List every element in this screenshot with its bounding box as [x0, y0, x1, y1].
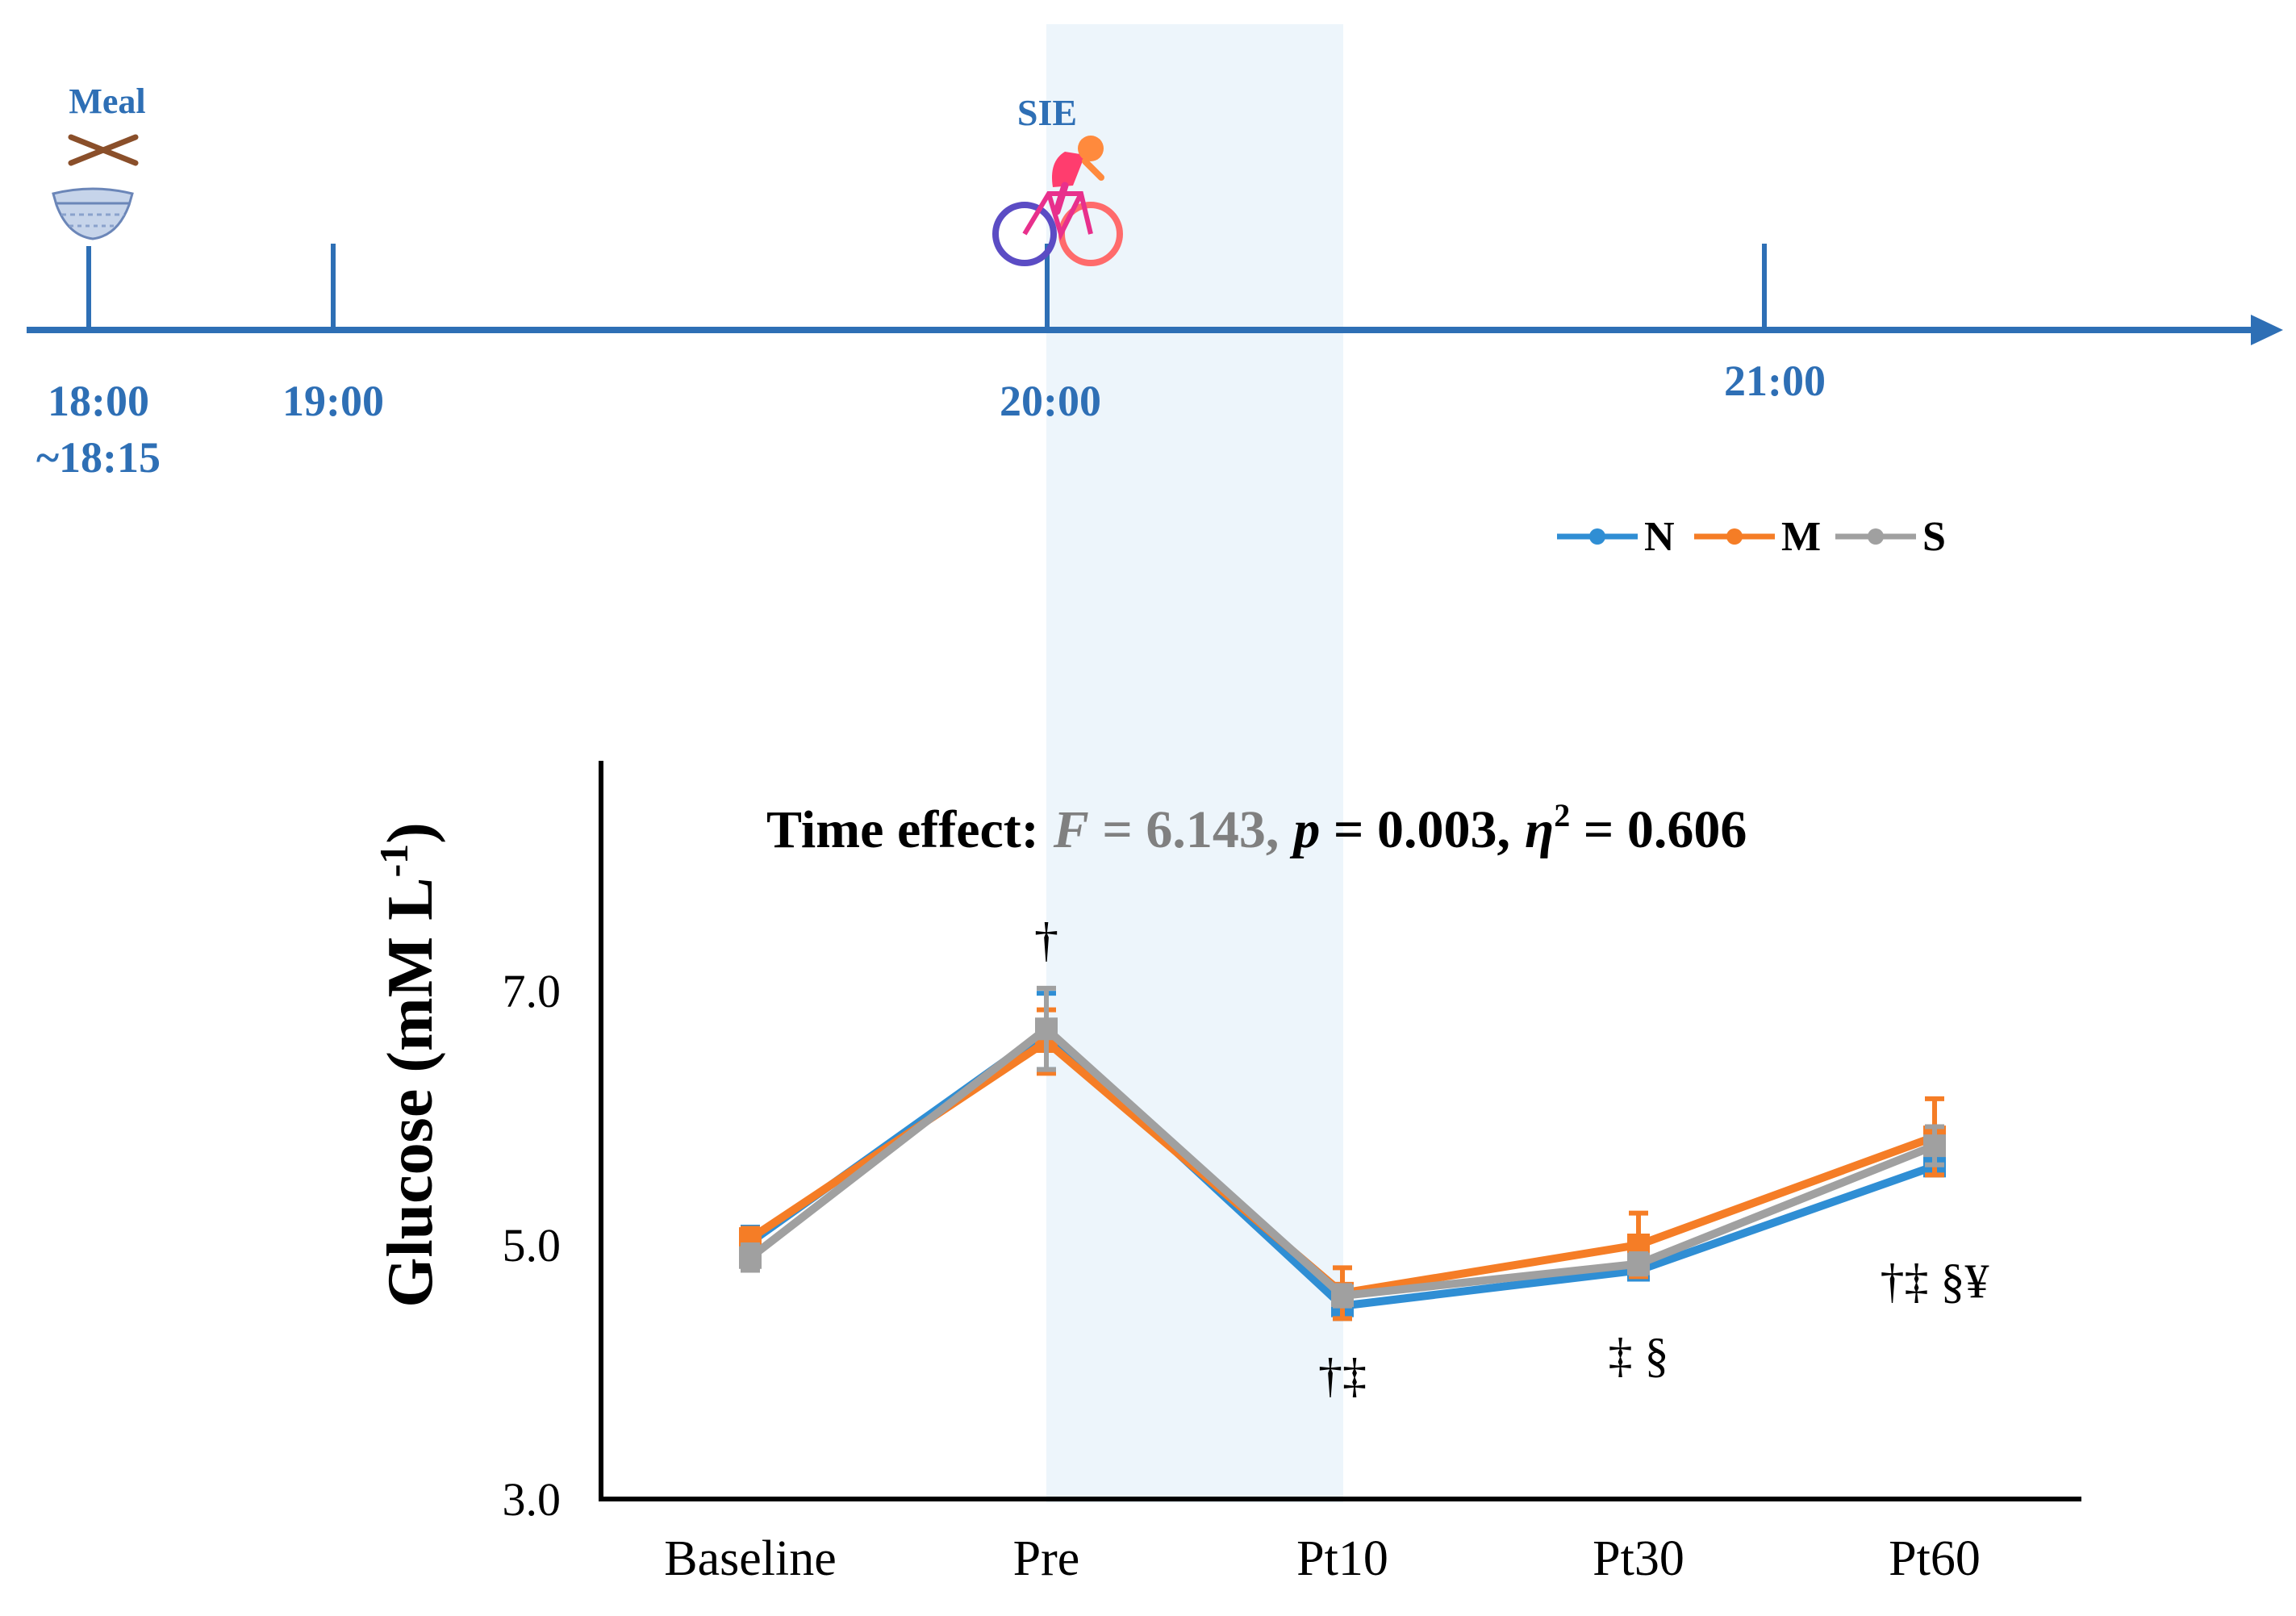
- legend-item-s: S: [1835, 514, 1946, 560]
- y-ticks: 3.0 5.0 7.0: [503, 965, 561, 1526]
- y-axis-title-sup: -1: [371, 844, 416, 878]
- timeline-label-1800: 18:00: [48, 377, 149, 425]
- title-eta-sup: 2: [1554, 797, 1570, 833]
- legend-label-n: N: [1644, 514, 1675, 560]
- data-point-s-pre: [1035, 1017, 1058, 1041]
- meal-label: Meal: [69, 81, 145, 121]
- title-f-value: = 6.143,: [1089, 800, 1279, 859]
- series-layer: [739, 985, 1946, 1322]
- series-s: [739, 985, 1946, 1309]
- timeline-arrowhead: [2251, 315, 2283, 345]
- x-tick-label-pt10: Pt10: [1296, 1531, 1388, 1586]
- data-point-s-pt30: [1627, 1252, 1650, 1276]
- y-tick-label-5-0: 5.0: [503, 1219, 561, 1272]
- x-tick-label-pt60: Pt60: [1889, 1531, 1981, 1586]
- sie-label: SIE: [1017, 92, 1077, 133]
- annotations: † †‡ ‡ § †‡ §¥: [1034, 913, 1989, 1402]
- timeline-label-1815: ~18:15: [36, 433, 161, 482]
- legend-item-n: N: [1557, 514, 1675, 560]
- title-f-symbol: F: [1053, 800, 1089, 859]
- cyclist-icon: [992, 136, 1123, 266]
- legend-marker-n: [1589, 528, 1605, 545]
- x-ticks: Baseline Pre Pt10 Pt30 Pt60: [664, 1531, 1981, 1586]
- y-axis-title: Glucose (mM L-1): [371, 822, 446, 1308]
- annotation-pre: †: [1034, 913, 1058, 967]
- legend-item-m: M: [1694, 514, 1821, 560]
- title-p-value: = 0.003,: [1320, 800, 1510, 859]
- y-tick-label-7-0: 7.0: [503, 965, 561, 1017]
- chart-title: Time effect: F = 6.143, p = 0.003, η2 = 0.6…: [766, 797, 1747, 859]
- timeline-label-2000: 20:00: [1000, 377, 1101, 425]
- meal-bowl-chopsticks-icon: [52, 134, 139, 240]
- data-point-s-baseline: [739, 1246, 762, 1269]
- timeline-label-1900: 19:00: [282, 377, 384, 425]
- y-tick-label-3-0: 3.0: [503, 1473, 561, 1526]
- legend-label-m: M: [1781, 514, 1821, 560]
- x-tick-label-pre: Pre: [1013, 1531, 1080, 1586]
- chart: Time effect: F = 6.143, p = 0.003, η2 = 0.6…: [371, 761, 2081, 1586]
- data-point-s-pt60: [1923, 1134, 1946, 1158]
- title-lead: Time effect:: [766, 800, 1039, 859]
- title-p-symbol: p: [1289, 800, 1320, 859]
- exercise-shaded-region: [1046, 24, 1343, 1503]
- timeline: 18:00 ~18:15 19:00 20:00 21:00 Meal SIE: [27, 81, 2283, 482]
- data-point-s-pt10: [1331, 1284, 1354, 1307]
- legend-label-s: S: [1922, 514, 1946, 560]
- legend-marker-s: [1868, 528, 1884, 545]
- x-tick-label-baseline: Baseline: [664, 1531, 837, 1586]
- y-axis-title-close: ): [375, 822, 446, 844]
- y-axis-title-main: Glucose (mM L: [375, 878, 446, 1308]
- x-tick-label-pt30: Pt30: [1593, 1531, 1684, 1586]
- legend-marker-m: [1726, 528, 1743, 545]
- annotation-pt60: †‡ §¥: [1881, 1255, 1989, 1308]
- timeline-label-2100: 21:00: [1724, 357, 1826, 405]
- legend: N M S: [1557, 514, 1946, 560]
- annotation-pt30: ‡ §: [1609, 1329, 1669, 1382]
- title-eta-symbol: η: [1525, 800, 1554, 859]
- title-eta-value: = 0.606: [1570, 800, 1747, 859]
- annotation-pt10: †‡: [1318, 1349, 1367, 1402]
